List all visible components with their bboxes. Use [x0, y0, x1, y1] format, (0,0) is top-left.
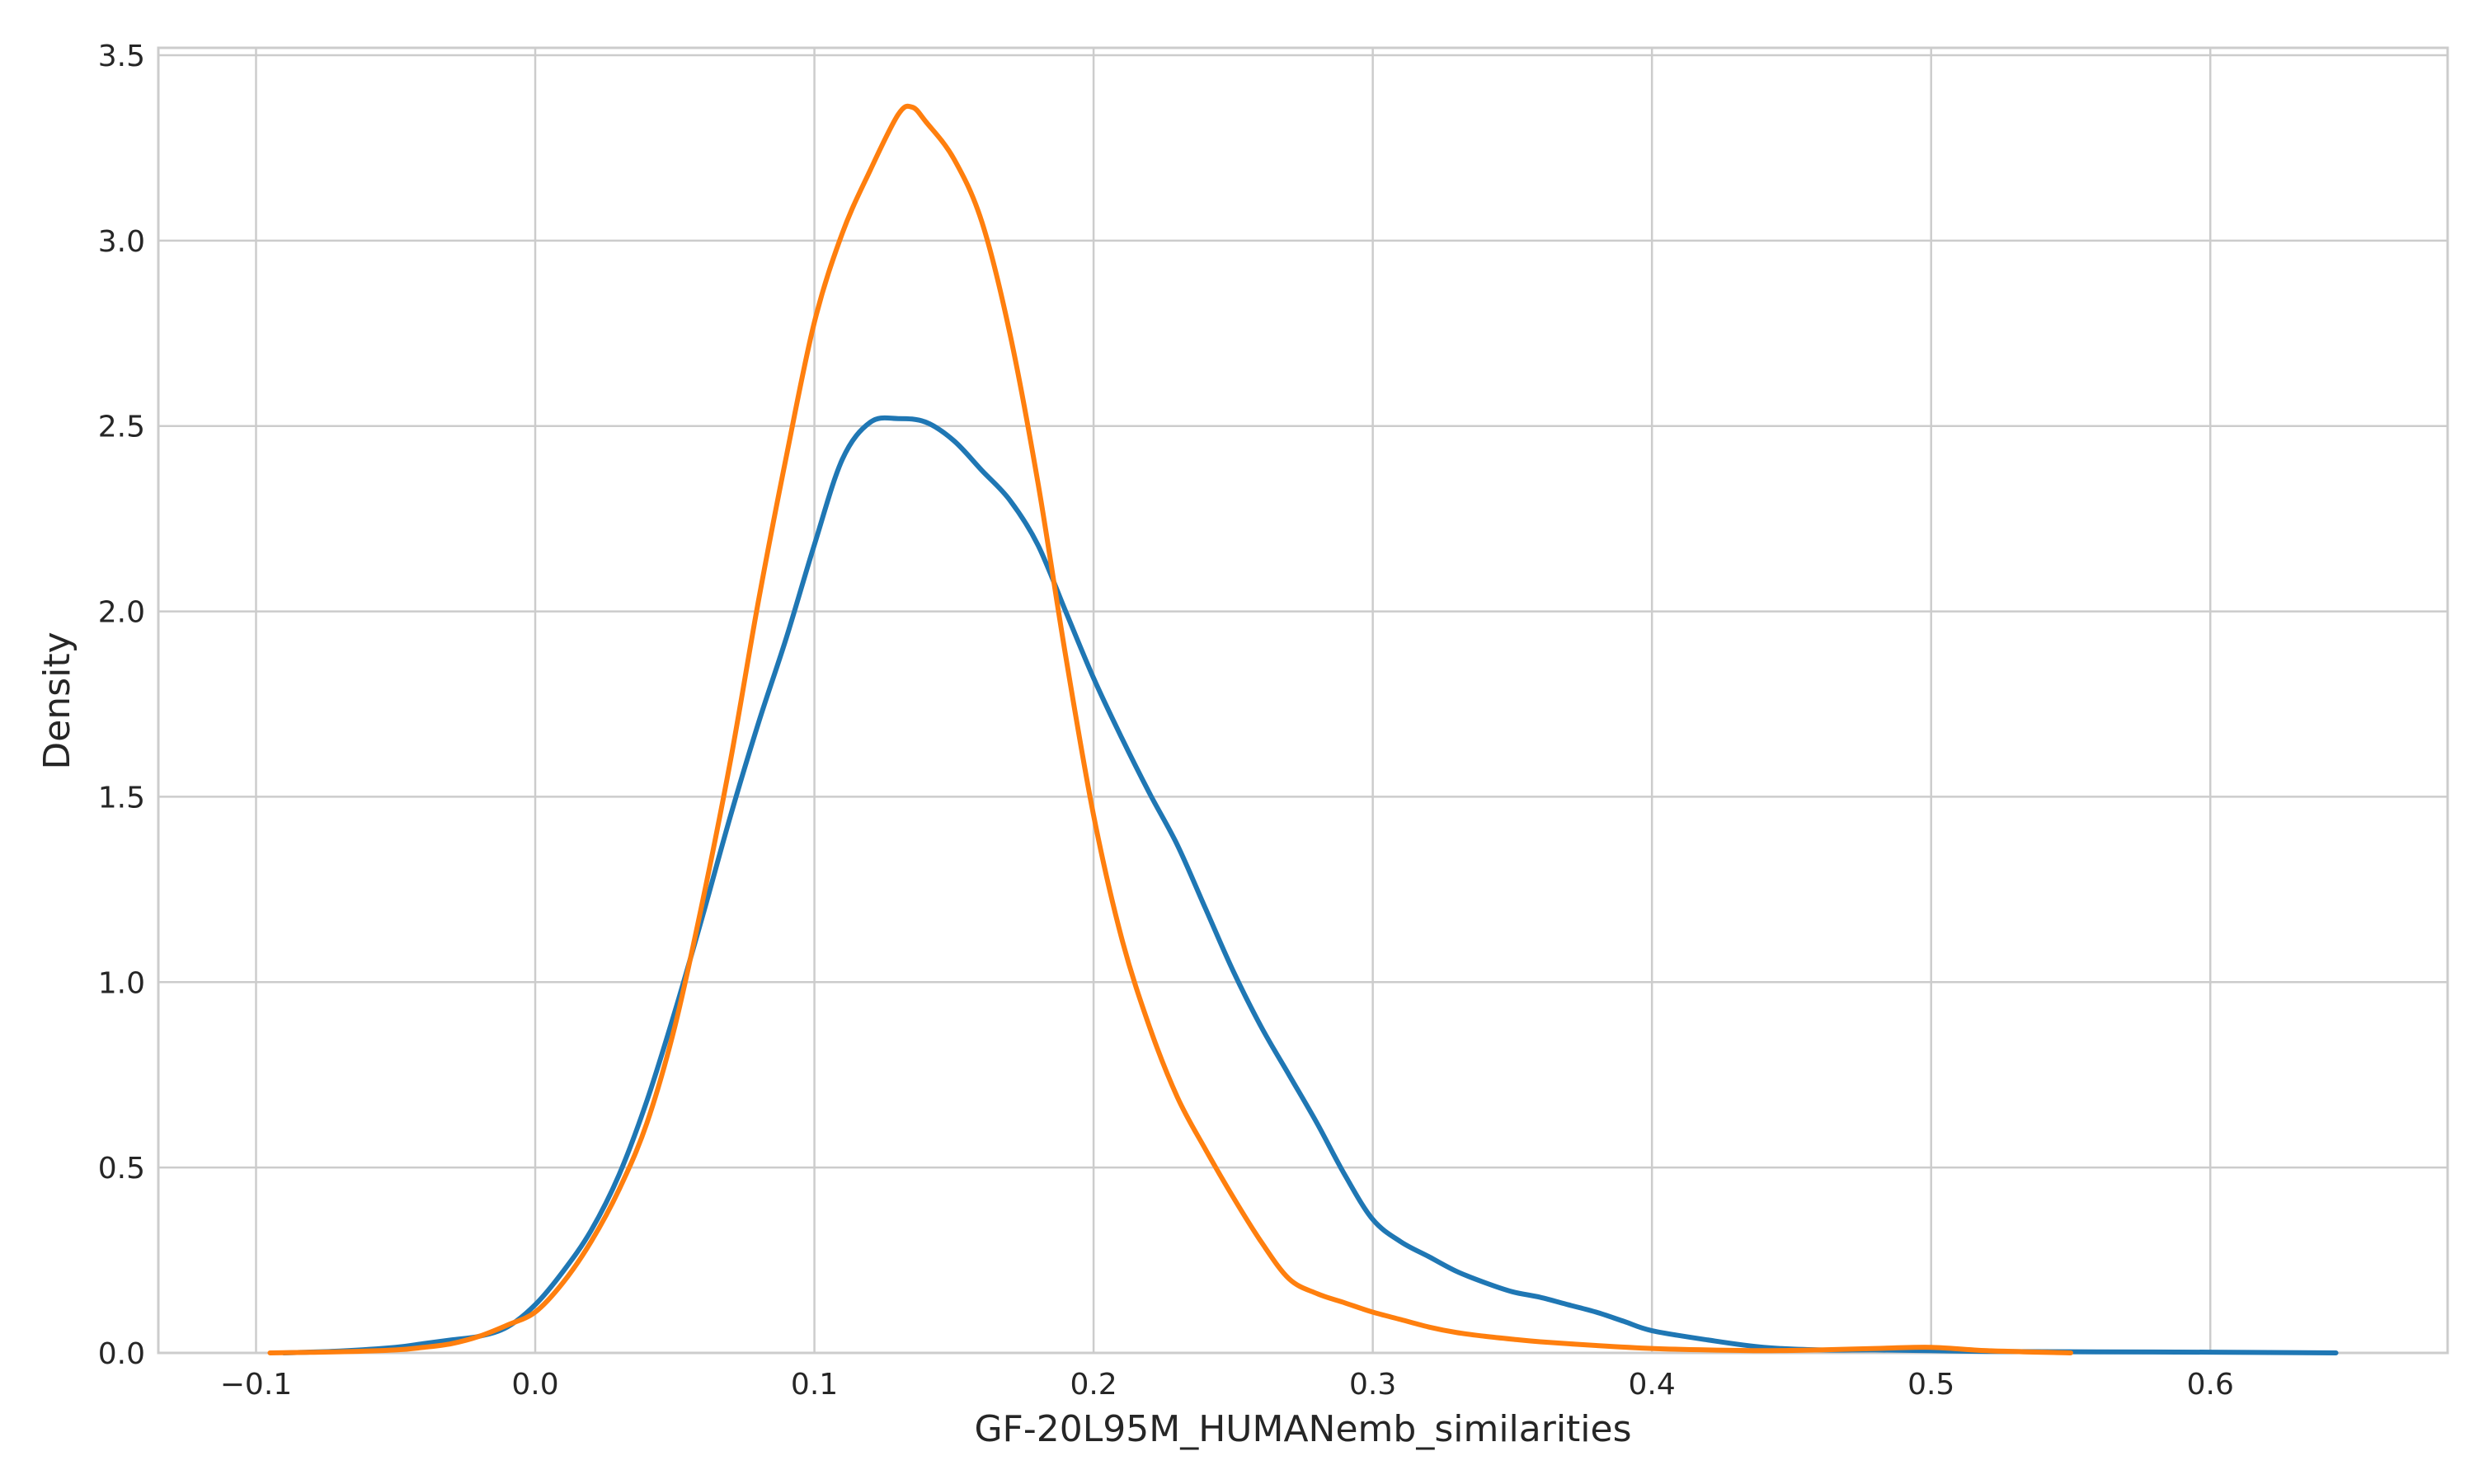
- y-tick-label: 1.0: [98, 966, 145, 1000]
- x-tick-label: 0.2: [1070, 1368, 1117, 1402]
- y-tick-label: 3.0: [98, 225, 145, 259]
- x-tick-label: 0.6: [2187, 1368, 2234, 1402]
- y-tick-label: 0.0: [98, 1337, 145, 1371]
- x-tick-label: 0.5: [1907, 1368, 1954, 1402]
- x-tick-label: 0.4: [1629, 1368, 1676, 1402]
- x-axis-label: GF-20L95M_HUMANemb_similarities: [974, 1408, 1631, 1450]
- x-tick-label: 0.0: [511, 1368, 558, 1402]
- density-line-series-1: [281, 415, 2339, 1355]
- series-layer: [267, 103, 2339, 1355]
- y-tick-label: 2.0: [98, 596, 145, 630]
- y-gridlines: [158, 54, 2448, 1355]
- density-line-series-2: [267, 103, 2073, 1355]
- y-axis-label: Density: [36, 632, 78, 769]
- plot-frame: [157, 46, 2449, 1355]
- x-tick-label: 0.1: [791, 1368, 838, 1402]
- x-tick-label: 0.3: [1349, 1368, 1396, 1402]
- x-gridlines: [255, 48, 2212, 1353]
- y-tick-labels: 0.0 0.5 1.0 1.5 2.0 2.5 3.0 3.5: [98, 40, 145, 1371]
- y-tick-label: 3.5: [98, 40, 145, 73]
- x-tick-label: −0.1: [220, 1368, 292, 1402]
- y-tick-label: 0.5: [98, 1152, 145, 1186]
- y-tick-label: 2.5: [98, 411, 145, 444]
- x-tick-labels: −0.1 0.0 0.1 0.2 0.3 0.4 0.5 0.6: [220, 1368, 2234, 1402]
- y-tick-label: 1.5: [98, 781, 145, 815]
